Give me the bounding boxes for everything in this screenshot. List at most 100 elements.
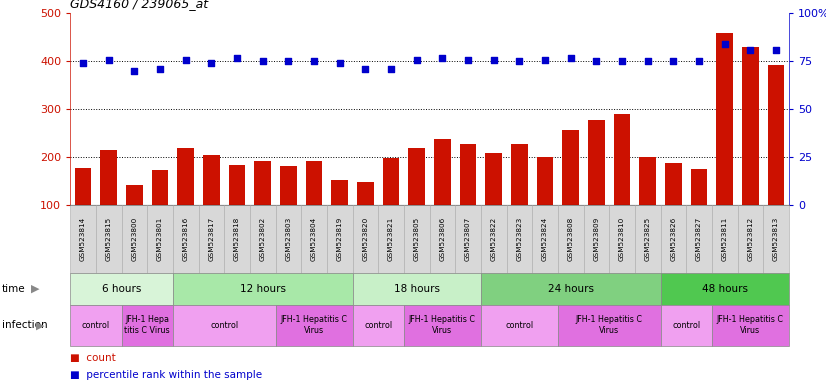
Point: [333, 60, 346, 66]
Bar: [357, 182, 373, 253]
Text: GSM523822: GSM523822: [491, 217, 496, 261]
Text: JFH-1 Hepatitis C
Virus: JFH-1 Hepatitis C Virus: [409, 315, 476, 336]
Point: [462, 56, 475, 63]
Text: control: control: [364, 321, 392, 330]
Text: GSM523808: GSM523808: [567, 217, 574, 261]
Point: [102, 56, 116, 63]
Point: [487, 56, 501, 63]
Text: GSM523804: GSM523804: [311, 217, 317, 261]
Point: [641, 58, 654, 65]
Text: GSM523824: GSM523824: [542, 217, 548, 261]
Point: [77, 60, 90, 66]
Bar: [280, 166, 297, 253]
Bar: [639, 157, 656, 253]
Bar: [665, 163, 681, 253]
Bar: [178, 148, 194, 253]
Text: GSM523810: GSM523810: [619, 217, 625, 261]
Point: [718, 41, 731, 47]
Bar: [101, 150, 117, 253]
Text: GSM523820: GSM523820: [363, 217, 368, 261]
Text: GSM523817: GSM523817: [208, 217, 215, 261]
Text: GSM523826: GSM523826: [671, 217, 676, 261]
Text: GSM523803: GSM523803: [285, 217, 292, 261]
Text: 24 hours: 24 hours: [548, 284, 594, 294]
Point: [564, 55, 577, 61]
Text: 48 hours: 48 hours: [701, 284, 748, 294]
Bar: [563, 130, 579, 253]
Text: GSM523819: GSM523819: [337, 217, 343, 261]
Bar: [152, 170, 169, 253]
Text: infection: infection: [2, 320, 47, 331]
Point: [436, 55, 449, 61]
Bar: [537, 157, 553, 253]
Point: [692, 58, 705, 65]
Bar: [588, 120, 605, 253]
Bar: [434, 139, 451, 253]
Point: [615, 58, 629, 65]
Text: GSM523811: GSM523811: [722, 217, 728, 261]
Point: [410, 56, 423, 63]
Text: GSM523802: GSM523802: [259, 217, 266, 261]
Text: GSM523801: GSM523801: [157, 217, 163, 261]
Text: GSM523825: GSM523825: [644, 217, 651, 261]
Bar: [126, 185, 143, 253]
Point: [154, 66, 167, 72]
Text: GSM523812: GSM523812: [748, 217, 753, 261]
Text: ■  percentile rank within the sample: ■ percentile rank within the sample: [70, 370, 263, 380]
Point: [179, 56, 192, 63]
Bar: [511, 144, 528, 253]
Text: GSM523806: GSM523806: [439, 217, 445, 261]
Point: [384, 66, 397, 72]
Point: [590, 58, 603, 65]
Bar: [742, 47, 758, 253]
Text: JFH-1 Hepa
titis C Virus: JFH-1 Hepa titis C Virus: [125, 315, 170, 336]
Bar: [408, 148, 425, 253]
Text: GSM523821: GSM523821: [388, 217, 394, 261]
Point: [128, 68, 141, 74]
Text: 18 hours: 18 hours: [394, 284, 439, 294]
Point: [358, 66, 372, 72]
Point: [282, 58, 295, 65]
Text: GDS4160 / 239065_at: GDS4160 / 239065_at: [70, 0, 208, 10]
Text: GSM523813: GSM523813: [773, 217, 779, 261]
Text: GSM523815: GSM523815: [106, 217, 112, 261]
Point: [667, 58, 680, 65]
Text: GSM523800: GSM523800: [131, 217, 137, 261]
Text: ▶: ▶: [36, 320, 45, 331]
Text: GSM523823: GSM523823: [516, 217, 522, 261]
Text: GSM523818: GSM523818: [234, 217, 240, 261]
Bar: [306, 161, 322, 253]
Bar: [460, 144, 477, 253]
Text: GSM523807: GSM523807: [465, 217, 471, 261]
Text: GSM523814: GSM523814: [80, 217, 86, 261]
Text: ▶: ▶: [31, 284, 40, 294]
Point: [307, 58, 320, 65]
Point: [513, 58, 526, 65]
Text: time: time: [2, 284, 26, 294]
Point: [539, 56, 552, 63]
Bar: [767, 65, 785, 253]
Text: ■  count: ■ count: [70, 353, 116, 363]
Text: GSM523816: GSM523816: [183, 217, 188, 261]
Text: control: control: [82, 321, 110, 330]
Bar: [691, 169, 707, 253]
Point: [230, 55, 244, 61]
Point: [743, 47, 757, 53]
Bar: [203, 155, 220, 253]
Text: control: control: [506, 321, 534, 330]
Bar: [716, 33, 733, 253]
Bar: [614, 114, 630, 253]
Bar: [254, 161, 271, 253]
Text: JFH-1 Hepatitis C
Virus: JFH-1 Hepatitis C Virus: [281, 315, 348, 336]
Point: [256, 58, 269, 65]
Text: 6 hours: 6 hours: [102, 284, 141, 294]
Bar: [331, 180, 348, 253]
Bar: [486, 152, 502, 253]
Text: JFH-1 Hepatitis C
Virus: JFH-1 Hepatitis C Virus: [717, 315, 784, 336]
Text: GSM523805: GSM523805: [414, 217, 420, 261]
Point: [769, 47, 782, 53]
Text: control: control: [210, 321, 238, 330]
Bar: [229, 165, 245, 253]
Text: JFH-1 Hepatitis C
Virus: JFH-1 Hepatitis C Virus: [576, 315, 643, 336]
Point: [205, 60, 218, 66]
